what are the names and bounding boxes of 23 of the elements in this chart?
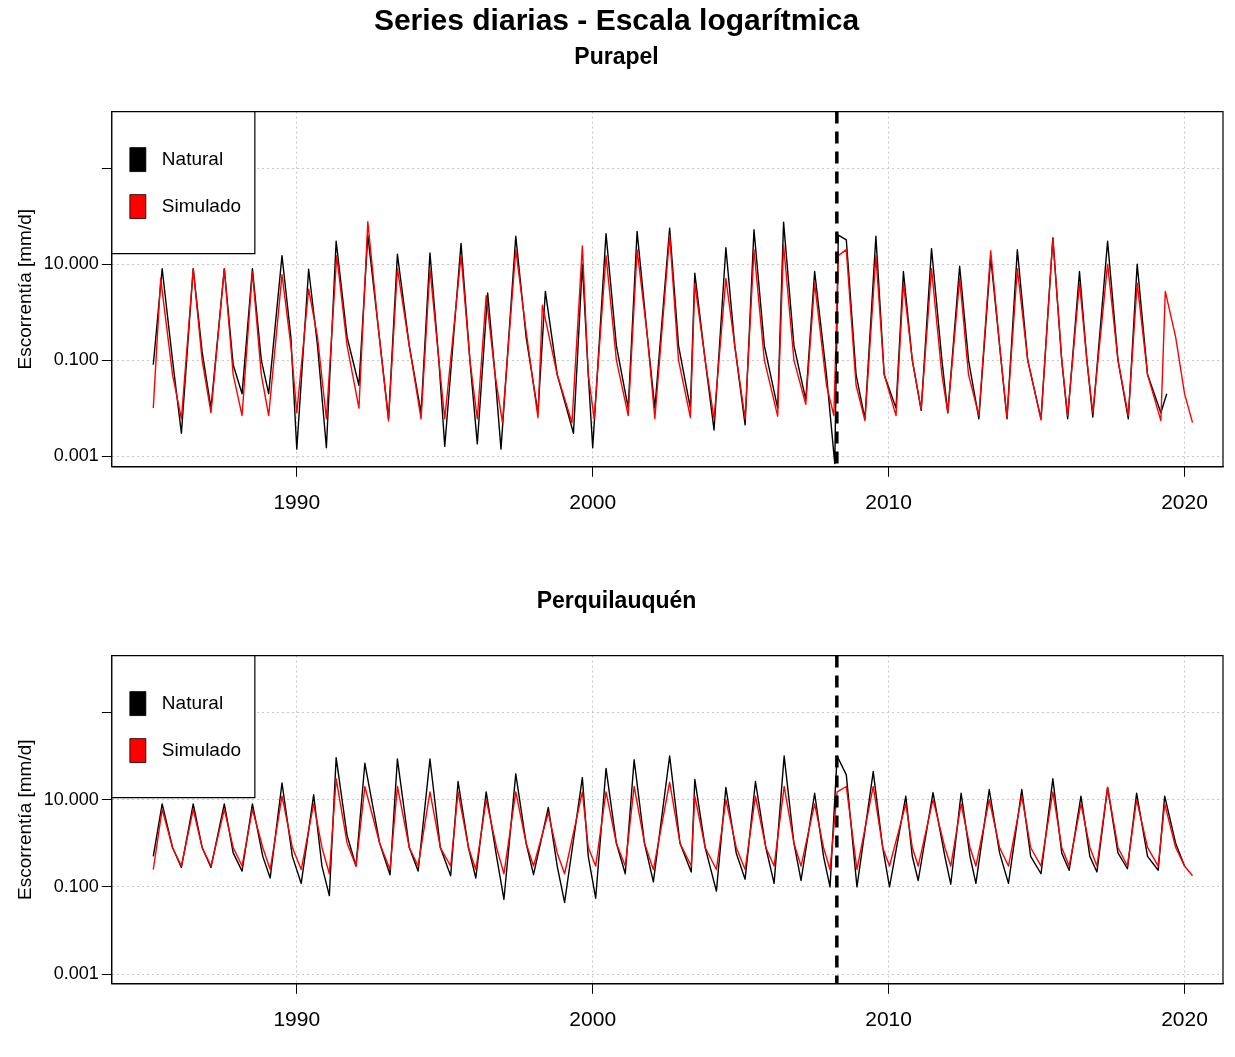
- y-tick-label: 10.000: [43, 253, 99, 274]
- x-tick-label: 2010: [865, 490, 912, 514]
- y-tick-label: 0.001: [53, 963, 99, 984]
- chart-title: Perquilauquén: [536, 587, 697, 614]
- x-tick-label: 2000: [569, 1007, 617, 1031]
- chart-title: Series diarias - Escala logarítmica: [373, 3, 860, 37]
- y-tick-label: 0.100: [53, 875, 99, 896]
- chart-subtitle: Purapel: [574, 43, 659, 70]
- x-tick-label: 1990: [273, 490, 321, 514]
- x-tick-label: 2020: [1161, 490, 1208, 514]
- x-tick-label: 2010: [865, 1007, 912, 1031]
- legend-label: Natural: [161, 691, 224, 713]
- x-tick-label: 2020: [1161, 1007, 1208, 1031]
- y-tick-label: 0.001: [53, 445, 99, 466]
- x-tick-label: 1990: [273, 1007, 321, 1031]
- legend-label: Natural: [161, 147, 224, 169]
- y-axis-title: Escorrentía [mm/d]: [13, 739, 35, 900]
- y-tick-label: 10.000: [43, 788, 99, 809]
- legend-label: Simulado: [161, 738, 242, 760]
- y-tick-label: 0.100: [53, 349, 99, 370]
- legend-label: Simulado: [161, 194, 242, 216]
- y-axis-title: Escorrentía [mm/d]: [13, 208, 35, 370]
- x-tick-label: 2000: [569, 490, 617, 514]
